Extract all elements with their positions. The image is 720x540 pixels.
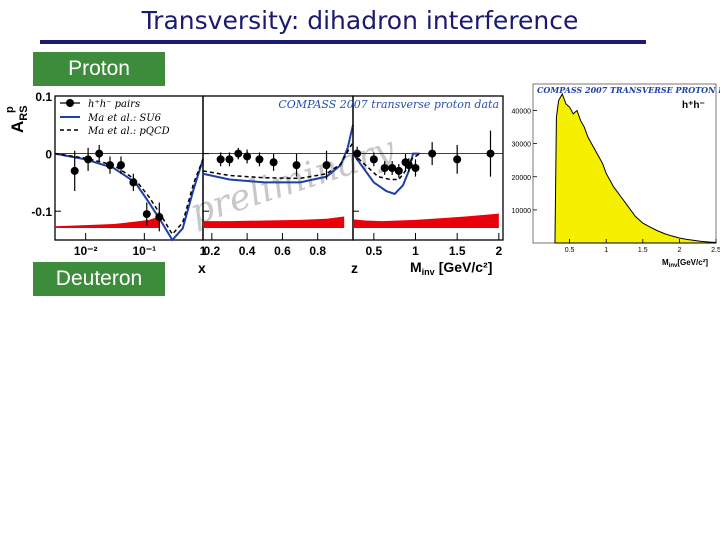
- data-point: [216, 155, 225, 164]
- data-point: [243, 152, 252, 161]
- inset-y-tick-label: 10000: [512, 208, 532, 215]
- x-axis-label-z: z: [351, 260, 358, 276]
- data-point: [411, 164, 420, 172]
- y-axis-label-sub: RS: [18, 105, 30, 120]
- y-axis-label-sup: p: [4, 106, 16, 113]
- data-point: [388, 164, 397, 172]
- pqcd-curve: [352, 152, 421, 181]
- data-point: [225, 155, 234, 164]
- slide-title: Transversity: dihadron interference: [141, 6, 579, 35]
- panel-z: 0.2 0.4 0.6 0.8: [202, 95, 354, 258]
- minv-unit: [GeV/c²]: [439, 259, 493, 275]
- y-axis-label-main: A: [8, 121, 27, 133]
- legend: h⁺h⁻ pairs Ma et al.: SU6 Ma et al.: pQC…: [60, 99, 170, 137]
- data-point: [292, 161, 301, 170]
- data-point: [428, 149, 437, 158]
- x-tick-label: 0.5: [365, 244, 382, 258]
- x-tick-label: 1: [412, 244, 419, 258]
- data-point: [353, 149, 362, 158]
- x-tick-label: 10⁻²: [74, 244, 98, 258]
- x-tick-label: 1.5: [449, 244, 466, 258]
- data-point: [95, 149, 104, 158]
- data-point: [322, 161, 331, 170]
- chart-header-text: COMPASS 2007 transverse proton data: [278, 98, 499, 111]
- data-point: [106, 161, 115, 170]
- systematic-band: [55, 216, 160, 228]
- inset-x-main: M: [662, 258, 669, 267]
- data-point: [116, 161, 125, 170]
- x-tick-label: 0.4: [239, 244, 256, 258]
- x-tick-label: 0.8: [309, 244, 326, 258]
- inset-x-tick-label: 0.5: [565, 247, 575, 254]
- data-point: [84, 155, 93, 164]
- systematic-band: [203, 216, 345, 228]
- data-point: [129, 178, 138, 187]
- inset-title: COMPASS 2007 TRANSVERSE PROTON DATA: [537, 85, 720, 95]
- data-point: [380, 164, 389, 172]
- data-point: [369, 155, 378, 164]
- data-point: [255, 155, 264, 164]
- histogram-area: [554, 92, 717, 244]
- y-axis-label: ARS: [8, 105, 30, 133]
- minv-main: M: [410, 259, 422, 275]
- x-axis-label-minv: Minv [GeV/c²]: [410, 259, 492, 277]
- inset-y-tick-label: 20000: [512, 175, 532, 182]
- title-underline: [40, 40, 646, 44]
- data-point: [155, 212, 164, 221]
- pqcd-curve: [54, 152, 204, 236]
- inset-x-unit: [GeV/c²]: [677, 258, 708, 267]
- inset-x-tick-label: 1: [604, 247, 608, 254]
- panel-M: 0.5 1 1.5 2: [352, 95, 504, 258]
- data-point: [70, 166, 79, 175]
- y-tick-label: 0: [45, 148, 52, 162]
- systematic-band: [353, 213, 499, 228]
- su6-curve: [202, 124, 354, 184]
- data-point: [486, 149, 495, 158]
- x-tick-label: 0.2: [203, 244, 220, 258]
- inset-y-tick-label: 30000: [512, 142, 532, 149]
- data-point: [394, 166, 403, 175]
- x-axis-label-x: x: [198, 260, 206, 276]
- data-point: [142, 210, 151, 219]
- x-tick-label: 2: [495, 244, 502, 258]
- legend-entry-pairs: h⁺h⁻ pairs: [88, 99, 140, 110]
- inset-x-tick-label: 2: [677, 247, 681, 254]
- inset-series-label: h⁺h⁻: [682, 100, 705, 111]
- data-point: [234, 149, 243, 158]
- pqcd-curve: [202, 141, 354, 180]
- preliminary-watermark: preliminary: [185, 129, 400, 234]
- panel-frame: [352, 95, 504, 241]
- deuteron-label: Deuteron: [33, 262, 165, 296]
- x-tick-label: 10⁻¹: [132, 244, 156, 258]
- su6-curve: [54, 152, 204, 242]
- x-tick-label: 0.6: [274, 244, 291, 258]
- data-point: [269, 158, 278, 167]
- inset-x-tick-label: 1.5: [638, 247, 648, 254]
- x-tick-label: 1: [200, 244, 207, 258]
- y-tick-label: -0.1: [31, 205, 52, 219]
- invariant-mass-histogram: 0.5 1 1.5 2 2.5 10000 20000 30000 40000: [512, 83, 720, 254]
- inset-x-label: Minv[GeV/c²]: [662, 258, 708, 269]
- legend-entry-pqcd: Ma et al.: pQCD: [87, 126, 170, 137]
- inset-x-sub: inv: [669, 263, 678, 269]
- data-point: [453, 155, 462, 164]
- data-point: [404, 161, 413, 170]
- proton-label: Proton: [33, 52, 165, 86]
- y-tick-label: 0.1: [35, 90, 52, 104]
- minv-sub: inv: [422, 267, 435, 277]
- inset-x-tick-label: 2.5: [711, 247, 720, 254]
- inset-y-tick-label: 40000: [512, 109, 532, 116]
- legend-entry-su6: Ma et al.: SU6: [87, 113, 162, 124]
